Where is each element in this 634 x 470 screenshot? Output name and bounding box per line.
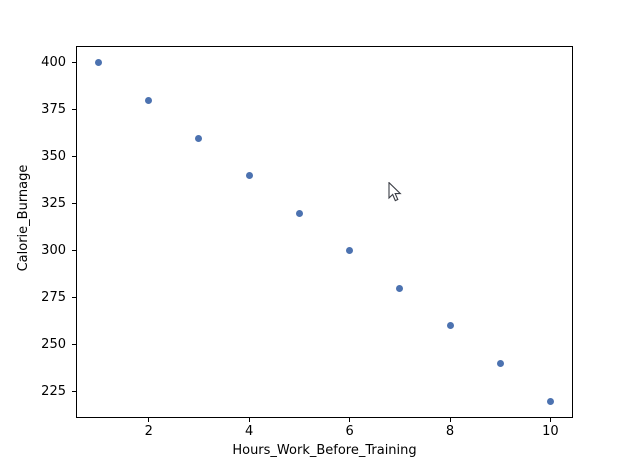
y-tick-mark [72,250,76,252]
scatter-point [145,96,153,104]
scatter-point [95,59,103,67]
scatter-point [546,397,554,405]
scatter-point [346,247,354,255]
x-axis-label: Hours_Work_Before_Training [232,443,417,458]
y-tick-mark [72,344,76,346]
y-tick-label: 225 [41,384,66,400]
x-tick-mark [449,418,451,422]
plot-area [76,46,573,418]
x-tick-mark [248,418,250,422]
y-tick-mark [72,297,76,299]
y-tick-label: 250 [41,337,66,353]
x-tick-mark [349,418,351,422]
y-tick-label: 400 [41,55,66,71]
y-axis-label: Calorie_Burnage [16,164,31,272]
x-tick-label: 8 [445,424,455,439]
y-tick-label: 275 [41,290,66,306]
x-tick-mark [148,418,150,422]
y-tick-label: 375 [41,102,66,118]
x-tick-label: 2 [144,424,153,439]
y-tick-mark [72,391,76,393]
y-tick-label: 300 [41,243,66,259]
scatter-point [396,284,404,292]
x-tick-label: 10 [542,424,559,439]
scatter-point [245,172,253,180]
x-tick-label: 4 [245,424,254,439]
scatter-point [195,134,203,142]
y-tick-label: 350 [41,149,66,165]
y-tick-mark [72,62,76,64]
y-tick-mark [72,109,76,111]
y-tick-label: 325 [41,196,66,212]
y-tick-mark [72,156,76,158]
scatter-point [446,322,454,330]
x-tick-mark [549,418,551,422]
x-tick-label: 6 [345,424,354,439]
y-tick-mark [72,203,76,205]
scatter-point [496,360,504,367]
scatter-point [295,209,303,217]
